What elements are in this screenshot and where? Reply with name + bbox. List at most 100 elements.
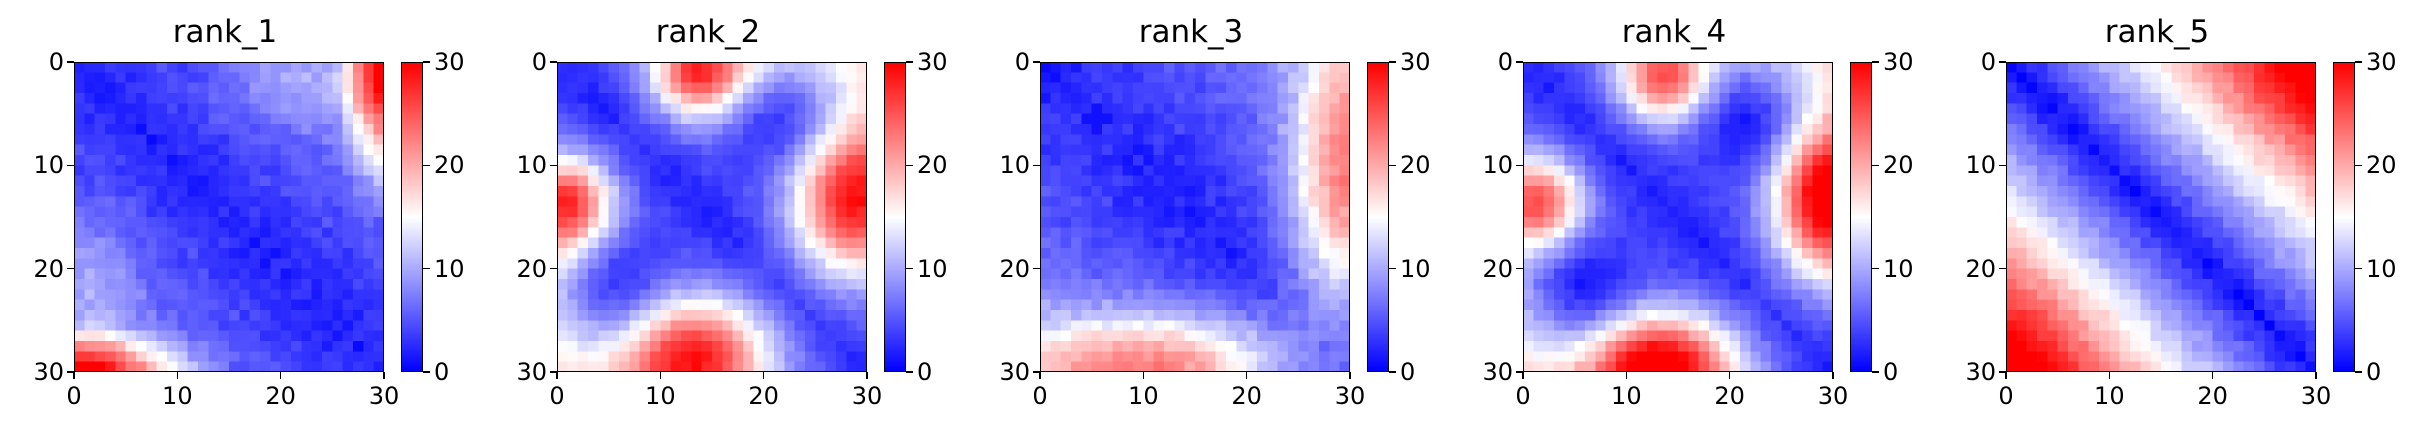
heatmap-panel-rank_2: rank_2 0 10 20 30 0 10 20 30 0 10 20 30	[483, 0, 963, 438]
colorbar-tick	[1389, 164, 1396, 167]
chart-title: rank_1	[172, 14, 278, 50]
y-tick-label: 30	[1482, 358, 1513, 386]
colorbar-tick	[906, 61, 913, 63]
y-tick	[1999, 61, 2006, 63]
colorbar	[2333, 62, 2355, 372]
colorbar-frame	[1850, 62, 1872, 372]
y-tick	[1033, 371, 1040, 373]
colorbar-tick-label: 20	[2366, 151, 2397, 180]
x-tick-label: 0	[1998, 382, 2014, 410]
y-tick-label: 0	[48, 48, 64, 76]
x-tick	[2005, 372, 2007, 379]
axes-frame	[1040, 62, 1350, 372]
y-tick-label: 0	[1497, 48, 1513, 76]
x-tick-label: 10	[1128, 382, 1159, 410]
x-tick	[73, 372, 75, 379]
colorbar-tick	[906, 267, 913, 270]
colorbar-tick-label: 0	[917, 358, 933, 386]
y-tick-label: 20	[999, 254, 1030, 283]
x-tick-label: 10	[162, 382, 193, 410]
x-tick-label: 20	[265, 382, 296, 410]
colorbar-frame	[1367, 62, 1389, 372]
x-tick	[2108, 372, 2111, 379]
colorbar-tick-label: 30	[434, 48, 465, 76]
x-tick	[1245, 372, 1248, 379]
y-tick-label: 30	[999, 358, 1030, 386]
colorbar-tick	[1389, 267, 1396, 270]
colorbar-tick	[423, 164, 430, 167]
heatmap-panel-rank_1: rank_1 0 10 20 30 0 10 20 30 0 10 20 30	[0, 0, 480, 438]
y-tick	[1516, 164, 1523, 167]
y-tick-label: 20	[1482, 254, 1513, 283]
colorbar-tick	[423, 371, 430, 373]
y-tick-label: 0	[1980, 48, 1996, 76]
axes-frame	[74, 62, 384, 372]
heatmap-image	[1040, 62, 1350, 372]
colorbar	[1850, 62, 1872, 372]
colorbar	[401, 62, 423, 372]
colorbar-tick-label: 30	[1400, 48, 1431, 76]
x-tick-label: 0	[1032, 382, 1048, 410]
y-tick	[1999, 164, 2006, 167]
colorbar-tick	[1389, 371, 1396, 373]
colorbar-tick-label: 20	[434, 151, 465, 180]
y-tick-label: 0	[1014, 48, 1030, 76]
colorbar-tick-label: 10	[1883, 254, 1914, 283]
y-tick	[1033, 61, 1040, 63]
colorbar-tick-label: 0	[1883, 358, 1899, 386]
chart-title: rank_2	[655, 14, 761, 50]
heatmap-image	[2006, 62, 2316, 372]
colorbar-tick	[1872, 371, 1879, 373]
x-tick	[279, 372, 282, 379]
heatmap-panel-rank_4: rank_4 0 10 20 30 0 10 20 30 0 10 20 30	[1449, 0, 1929, 438]
y-tick	[550, 61, 557, 63]
x-tick-label: 30	[851, 382, 883, 410]
x-tick	[1142, 372, 1145, 379]
y-tick-label: 10	[1482, 151, 1513, 180]
colorbar-tick	[906, 164, 913, 167]
colorbar-frame	[2333, 62, 2355, 372]
x-tick-label: 0	[549, 382, 565, 410]
colorbar-tick-label: 0	[2366, 358, 2382, 386]
y-tick	[67, 371, 74, 373]
x-tick	[762, 372, 765, 379]
x-tick	[2211, 372, 2214, 379]
x-tick	[2315, 372, 2317, 379]
x-tick	[1832, 372, 1834, 379]
x-tick-label: 30	[1334, 382, 1366, 410]
x-tick-label: 0	[1515, 382, 1531, 410]
y-tick-label: 30	[516, 358, 547, 386]
y-tick	[1033, 164, 1040, 167]
y-tick	[550, 371, 557, 373]
x-tick	[659, 372, 662, 379]
x-tick-label: 20	[2197, 382, 2228, 410]
colorbar-frame	[401, 62, 423, 372]
colorbar	[1367, 62, 1389, 372]
colorbar-tick	[1872, 164, 1879, 167]
colorbar-tick	[2355, 164, 2362, 167]
x-tick	[1625, 372, 1628, 379]
colorbar	[884, 62, 906, 372]
colorbar-tick-label: 30	[1883, 48, 1914, 76]
colorbar-tick	[1872, 267, 1879, 270]
colorbar-tick-label: 10	[1400, 254, 1431, 283]
colorbar-tick-label: 0	[434, 358, 450, 386]
y-tick	[67, 164, 74, 167]
y-tick-label: 10	[516, 151, 547, 180]
colorbar-tick	[2355, 267, 2362, 270]
y-tick-label: 20	[1965, 254, 1996, 283]
y-tick	[1516, 371, 1523, 373]
x-tick-label: 0	[66, 382, 82, 410]
y-tick	[67, 61, 74, 63]
y-tick	[1033, 267, 1040, 270]
x-tick-label: 10	[1611, 382, 1642, 410]
x-tick	[1349, 372, 1351, 379]
x-tick-label: 30	[1817, 382, 1849, 410]
y-tick	[1999, 267, 2006, 270]
colorbar-tick	[1872, 61, 1879, 63]
x-tick-label: 20	[748, 382, 779, 410]
colorbar-tick	[2355, 371, 2362, 373]
y-tick	[1516, 61, 1523, 63]
x-tick	[176, 372, 179, 379]
x-tick-label: 10	[645, 382, 676, 410]
